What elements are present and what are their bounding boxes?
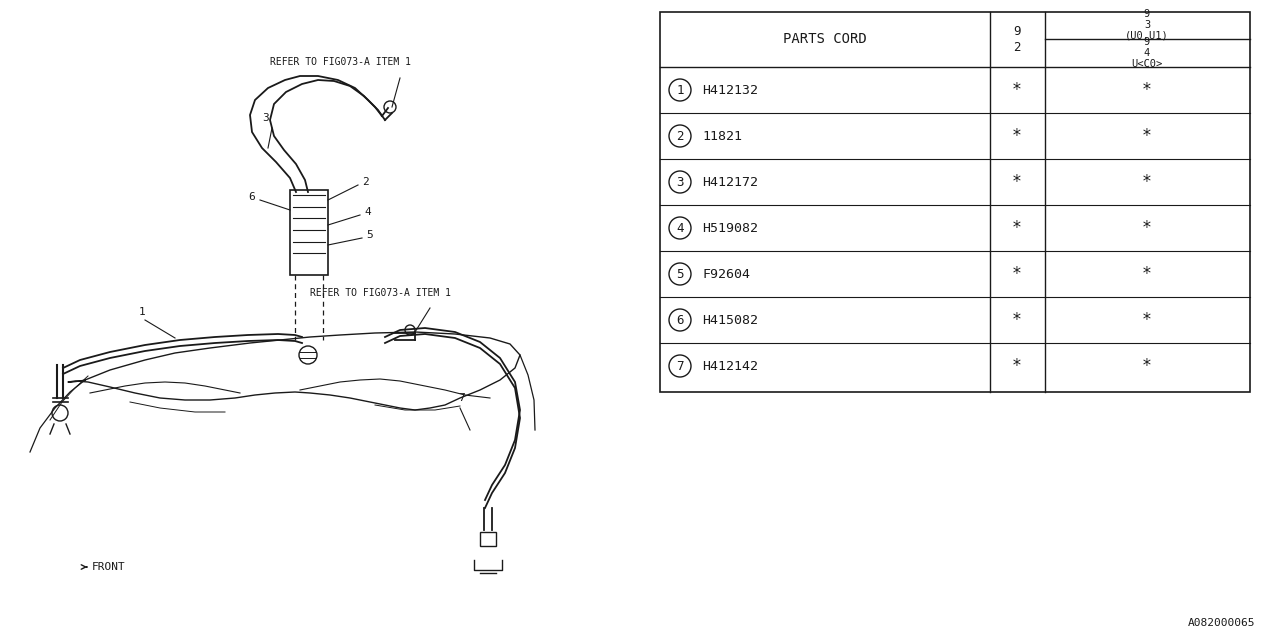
- Text: REFER TO FIG073-A ITEM 1: REFER TO FIG073-A ITEM 1: [310, 288, 451, 298]
- Text: REFER TO FIG073-A ITEM 1: REFER TO FIG073-A ITEM 1: [270, 57, 411, 67]
- Text: 2: 2: [676, 129, 684, 143]
- Text: 9
2: 9 2: [1014, 24, 1020, 54]
- Text: *: *: [1012, 219, 1021, 237]
- Text: 1: 1: [676, 83, 684, 97]
- Text: PARTS CORD: PARTS CORD: [783, 32, 867, 46]
- Bar: [480, 532, 497, 546]
- Text: *: *: [1142, 265, 1152, 283]
- Text: 1: 1: [138, 307, 146, 317]
- Text: 3: 3: [676, 175, 684, 189]
- Text: 9
3
(U0,U1): 9 3 (U0,U1): [1125, 9, 1169, 41]
- Text: H412132: H412132: [701, 83, 758, 97]
- Text: 9
4
U<C0>: 9 4 U<C0>: [1132, 37, 1162, 69]
- Text: *: *: [1142, 173, 1152, 191]
- Text: H412142: H412142: [701, 360, 758, 372]
- Text: *: *: [1142, 219, 1152, 237]
- Bar: [291, 190, 328, 275]
- Bar: [660, 12, 1251, 392]
- Text: 11821: 11821: [701, 129, 742, 143]
- Text: 6: 6: [248, 192, 256, 202]
- Text: *: *: [1012, 265, 1021, 283]
- Text: H412172: H412172: [701, 175, 758, 189]
- Text: *: *: [1012, 311, 1021, 329]
- Text: 6: 6: [676, 314, 684, 326]
- Text: 3: 3: [262, 113, 269, 123]
- Text: 4: 4: [364, 207, 371, 217]
- Text: FRONT: FRONT: [92, 562, 125, 572]
- Text: *: *: [1012, 357, 1021, 375]
- Text: 5: 5: [676, 268, 684, 280]
- Text: *: *: [1012, 127, 1021, 145]
- Text: 7: 7: [676, 360, 684, 372]
- Text: 4: 4: [676, 221, 684, 234]
- Text: H415082: H415082: [701, 314, 758, 326]
- Text: F92604: F92604: [701, 268, 750, 280]
- Text: *: *: [1012, 173, 1021, 191]
- Text: H519082: H519082: [701, 221, 758, 234]
- Text: 7: 7: [458, 393, 466, 403]
- Text: *: *: [1012, 81, 1021, 99]
- Text: *: *: [1142, 311, 1152, 329]
- Text: 2: 2: [362, 177, 369, 187]
- Text: *: *: [1142, 81, 1152, 99]
- Text: *: *: [1142, 127, 1152, 145]
- Text: A082000065: A082000065: [1188, 618, 1254, 628]
- Text: 5: 5: [366, 230, 372, 240]
- Text: *: *: [1142, 357, 1152, 375]
